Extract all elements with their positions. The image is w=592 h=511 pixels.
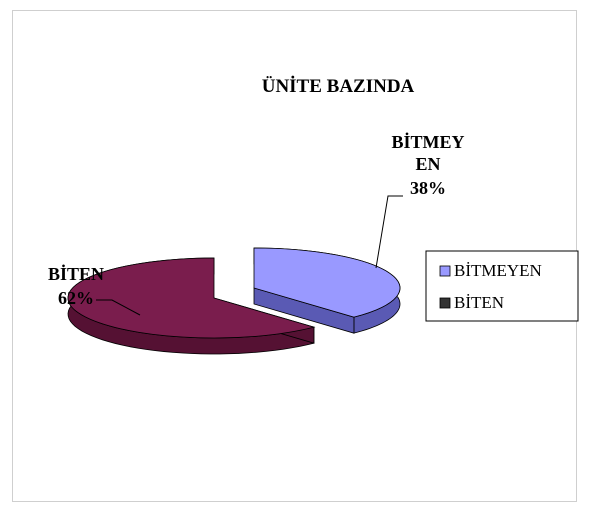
legend-box <box>425 250 579 322</box>
leader-line-biten <box>96 299 141 316</box>
data-label-biten: BİTEN 62% <box>48 264 104 308</box>
legend: BİTMEYEN BİTEN <box>425 250 579 322</box>
leader-line-bitmeyen <box>375 195 403 269</box>
pie-group <box>67 247 401 355</box>
legend-swatch-bitmeyen <box>439 265 451 277</box>
legend-entry-bitmeyen: BİTMEYEN <box>454 261 542 280</box>
legend-swatch-biten <box>439 297 451 309</box>
data-label-bitmeyen: BİTMEY EN 38% <box>391 132 464 198</box>
pie-slice-bi̇tmeyen <box>253 247 401 318</box>
pie-slice-bi̇ten <box>67 257 316 339</box>
data-label-bitmeyen-line-2: EN <box>415 154 440 174</box>
legend-entry-biten: BİTEN <box>454 293 504 312</box>
data-label-biten-name: BİTEN <box>48 264 104 284</box>
data-label-bitmeyen-line-1: BİTMEY <box>391 132 464 152</box>
data-label-bitmeyen-percent: 38% <box>410 178 446 198</box>
chart-title: ÜNİTE BAZINDA <box>262 76 415 97</box>
data-label-biten-percent: 62% <box>58 288 94 308</box>
